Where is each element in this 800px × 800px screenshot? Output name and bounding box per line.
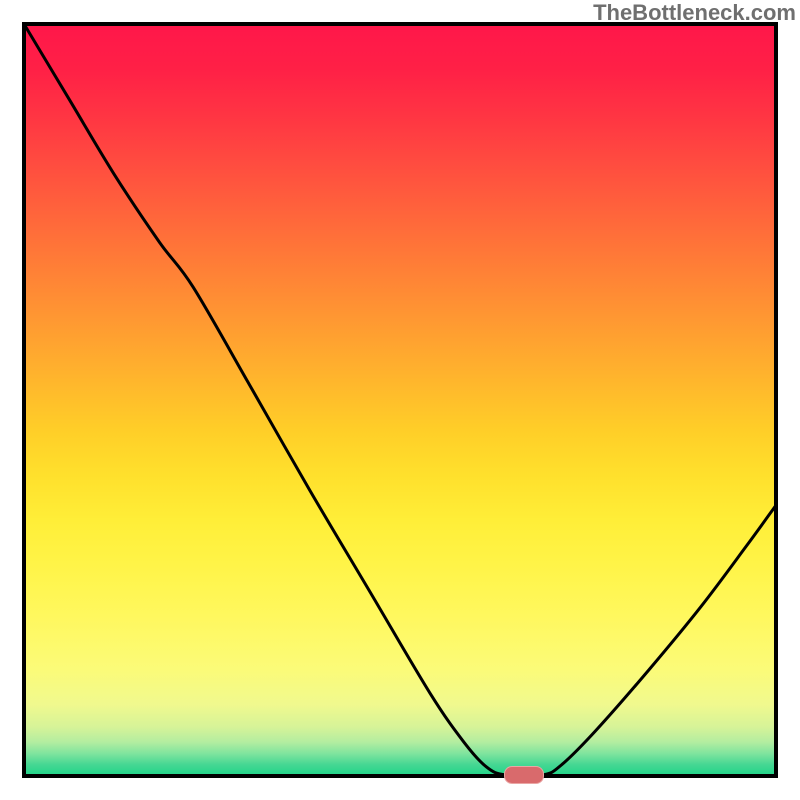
optimal-point-marker [504,766,544,784]
watermark-text: TheBottleneck.com [593,0,796,26]
gradient-background [0,0,800,800]
bottleneck-chart: TheBottleneck.com [0,0,800,800]
